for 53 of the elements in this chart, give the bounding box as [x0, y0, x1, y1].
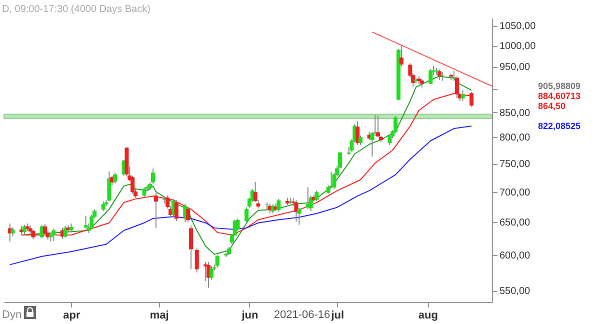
y-tick-label: 650,00 [500, 218, 531, 229]
candlestick [356, 120, 360, 146]
candlestick [244, 206, 249, 223]
candlestick [63, 226, 68, 238]
text: 2021-06-16 [274, 309, 330, 321]
candlestick [101, 200, 106, 212]
x-tick-label: jul [330, 310, 344, 322]
candlestick [174, 200, 178, 222]
candlestick [10, 226, 15, 237]
y-tick-label: 550,00 [500, 286, 531, 298]
x-tick-label: jun [240, 310, 258, 322]
candlestick [428, 68, 433, 85]
candlestick [314, 190, 319, 202]
candlestick [394, 116, 398, 134]
y-tick-label: 850,00 [500, 108, 531, 119]
line-series [9, 125, 472, 266]
candlestick [399, 45, 404, 68]
text: Dyn [2, 309, 22, 321]
x-tick-label: aug [418, 310, 438, 322]
y-tick-label: 1050,00 [500, 21, 536, 32]
chart-title: D, 09:00-17:30 (4000 Days Back) [2, 4, 150, 15]
candlestick [142, 186, 146, 198]
candlestick [48, 232, 53, 242]
candlestick [294, 200, 298, 222]
candlestick [215, 254, 220, 268]
y-tick-label: 800,00 [500, 132, 531, 144]
candlestick [186, 206, 190, 223]
candlestick [460, 90, 465, 102]
y-tick-label: 750,00 [500, 159, 531, 170]
y-tick-label: 1000,00 [500, 41, 536, 52]
candlestick [42, 224, 47, 236]
candlestick [189, 224, 194, 270]
y-tick-label: 700,00 [500, 187, 531, 198]
candlestick [470, 92, 474, 108]
candlestick [113, 172, 118, 184]
text: 884,60713 [538, 91, 581, 101]
candlestick [194, 248, 199, 273]
y-tick-label: 950,00 [500, 62, 531, 74]
candlestick [151, 168, 156, 184]
candlestick [437, 68, 442, 80]
candlestick [209, 266, 214, 280]
text: 822,08525 [538, 121, 581, 131]
x-tick-label: apr [63, 310, 81, 322]
text: 905,98809 [538, 81, 581, 91]
x-tick-label: maj [150, 310, 169, 322]
candlestick [52, 228, 56, 242]
candlestick [31, 229, 36, 240]
candlestick [388, 134, 392, 146]
text: 864,50 [538, 101, 566, 111]
candlestick [154, 192, 158, 228]
candlestick [358, 135, 363, 146]
candlestick [107, 170, 112, 202]
y-tick-label: 600,00 [500, 250, 531, 262]
